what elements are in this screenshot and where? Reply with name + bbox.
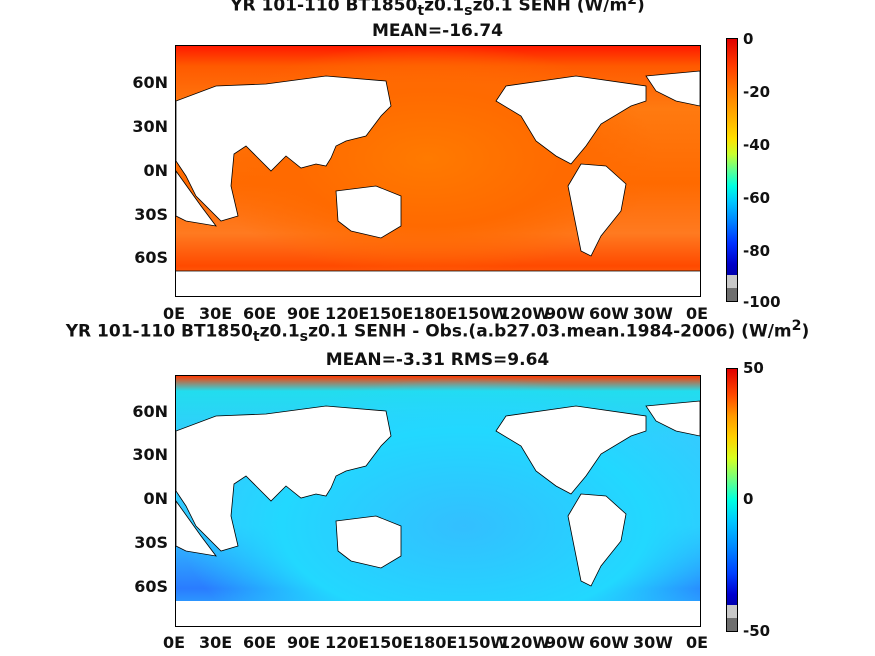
bottom-xtick: 60W [589, 633, 629, 652]
bottom-xtick: 180E [413, 633, 458, 652]
top-xtick: 30E [199, 304, 233, 323]
top-ytick-60n: 60N [132, 73, 168, 92]
top-xtick: 30W [633, 304, 673, 323]
top-xtick: 60W [589, 304, 629, 323]
top-ytick-60s: 60S [134, 248, 168, 267]
top-xtick: 90W [545, 304, 585, 323]
bottom-ytick-60s: 60S [134, 577, 168, 596]
bottom-xtick: 120W [499, 633, 551, 652]
bottom-xtick: 30W [633, 633, 673, 652]
bottom-xtick: 30E [199, 633, 233, 652]
top-ytick-30n: 30N [132, 117, 168, 136]
top-xtick: 60E [243, 304, 277, 323]
top-colorbar-missing [727, 288, 737, 301]
bottom-map [175, 375, 701, 627]
top-cbar-label: -100 [743, 293, 781, 311]
bottom-ytick-30s: 30S [134, 533, 168, 552]
bottom-ytick-0n: 0N [143, 489, 168, 508]
top-ytick-30s: 30S [134, 205, 168, 224]
top-xtick: 0E [163, 304, 186, 323]
top-cbar-label: -60 [743, 189, 771, 207]
bottom-ytick-30n: 30N [132, 445, 168, 464]
top-xtick: 0E [686, 304, 709, 323]
bottom-colorbar [726, 368, 738, 632]
top-xtick: 150W [457, 304, 509, 323]
bottom-xtick: 60E [243, 633, 277, 652]
bottom-xtick: 150E [369, 633, 414, 652]
top-title-mean: MEAN=-16.74 [372, 21, 503, 41]
bottom-title-stats: MEAN=-3.31 RMS=9.64 [325, 350, 550, 370]
bottom-colorbar-missing [727, 618, 737, 631]
bottom-cbar-label: -50 [743, 622, 771, 640]
top-xtick: 120E [325, 304, 370, 323]
bottom-xtick: 0E [163, 633, 186, 652]
top-title-line1: YR 101-110 BT1850tz0.1sz0.1 SENH (W/m2) [230, 0, 645, 20]
top-cbar-label: -40 [743, 136, 771, 154]
top-cbar-label: -80 [743, 242, 771, 260]
bottom-xtick: 90E [287, 633, 321, 652]
top-colorbar [726, 38, 738, 302]
bottom-title-line1: YR 101-110 BT1850tz0.1sz0.1 SENH - Obs.(… [65, 318, 810, 346]
bottom-cbar-label: 50 [743, 359, 764, 377]
top-cbar-label: -20 [743, 83, 771, 101]
bottom-xtick: 0E [686, 633, 709, 652]
top-map [175, 45, 701, 297]
top-ytick-0n: 0N [143, 161, 168, 180]
bottom-xtick: 90W [545, 633, 585, 652]
bottom-xtick: 150W [457, 633, 509, 652]
bottom-colorbar-light-gray [727, 605, 737, 618]
top-xtick: 150E [369, 304, 414, 323]
top-xtick: 120W [499, 304, 551, 323]
bottom-xtick: 120E [325, 633, 370, 652]
top-xtick: 180E [413, 304, 458, 323]
bottom-landmask [176, 400, 700, 626]
bottom-cbar-label: 0 [743, 490, 754, 508]
bottom-ytick-60n: 60N [132, 402, 168, 421]
top-landmask [176, 70, 700, 296]
top-colorbar-light-gray [727, 275, 737, 288]
top-xtick: 90E [287, 304, 321, 323]
top-cbar-label: 0 [743, 30, 754, 48]
